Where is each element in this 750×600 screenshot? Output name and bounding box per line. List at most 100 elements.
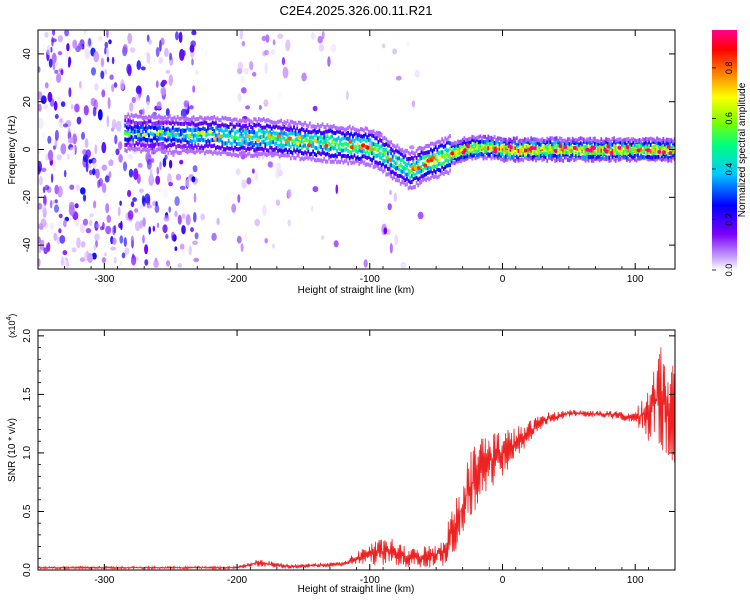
ridge-cell: [402, 169, 405, 174]
ridge-cell: [240, 134, 243, 139]
ridge-cell: [425, 159, 427, 164]
ridge-cell: [387, 154, 389, 159]
ridge-cell: [428, 165, 431, 170]
ridge-cell: [237, 153, 240, 158]
ridge-cell: [156, 147, 158, 152]
ridge-cell: [528, 139, 531, 144]
ridge-cell: [269, 119, 271, 124]
ridge-cell: [447, 135, 450, 140]
ridge-cell: [524, 155, 526, 160]
noise-cell: [115, 120, 122, 132]
ridge-cell: [399, 151, 402, 156]
ridge-cell: [527, 147, 529, 152]
ridge-cell: [402, 150, 405, 155]
ridge-cell: [301, 151, 303, 156]
ridge-cell: [269, 145, 271, 150]
y-tick-label: 20: [22, 96, 33, 108]
ridge-cell: [232, 147, 235, 152]
ridge-cell: [522, 147, 525, 152]
ridge-cell: [137, 137, 139, 142]
ridge-cell: [597, 147, 599, 152]
ridge-cell: [449, 146, 451, 151]
noise-cell: [127, 210, 134, 220]
ridge-cell: [195, 117, 198, 121]
ridge-cell: [398, 156, 400, 161]
ridge-cell: [617, 139, 620, 144]
ridge-cell: [152, 147, 155, 152]
noise-cell: [216, 217, 220, 225]
ridge-hotspot: [662, 150, 667, 155]
noise-cell: [106, 30, 109, 39]
colorbar-tick-label: 0.6: [724, 112, 734, 125]
ridge-cell: [404, 182, 407, 187]
ridge-cell: [207, 138, 209, 143]
ridge-cell: [288, 131, 291, 136]
ridge-cell: [479, 134, 482, 139]
ridge-cell: [291, 131, 294, 136]
ridge-cell: [645, 144, 647, 149]
ridge-cell: [517, 148, 520, 153]
ridge-cell: [281, 143, 284, 148]
ridge-cell: [665, 141, 668, 146]
ridge-cell: [645, 136, 647, 141]
ridge-cell: [474, 156, 477, 161]
noise-cell: [127, 189, 132, 198]
noise-cell: [236, 235, 242, 244]
ridge-cell: [485, 151, 488, 156]
ridge-cell: [149, 131, 152, 136]
ridge-cell: [210, 144, 213, 149]
noise-cell: [89, 219, 93, 227]
ridge-cell: [137, 129, 139, 134]
ridge-cell: [331, 153, 334, 158]
ridge-cell: [336, 148, 338, 153]
ridge-cell: [438, 162, 440, 167]
ridge-cell: [667, 142, 670, 147]
ridge-cell: [651, 137, 654, 142]
ridge-cell: [426, 153, 429, 158]
spectrogram-x-label: Height of straight line (km): [298, 285, 415, 296]
noise-cell: [68, 204, 75, 216]
ridge-cell: [508, 141, 510, 146]
ridge-cell: [433, 159, 435, 164]
ridge-cell: [645, 147, 647, 152]
ridge-cell: [194, 123, 197, 128]
noise-cell: [38, 236, 41, 244]
ridge-cell: [379, 151, 381, 156]
ridge-cell: [274, 151, 276, 156]
ridge-cell: [138, 121, 141, 126]
noise-cell: [167, 173, 172, 184]
ridge-cell: [352, 125, 354, 130]
ridge-cell: [152, 132, 155, 137]
ridge-cell: [476, 145, 478, 150]
ridge-hotspot: [431, 155, 436, 160]
ridge-cell: [487, 138, 490, 143]
ridge-cell: [587, 137, 590, 142]
ridge-cell: [132, 137, 134, 142]
noise-cell: [83, 30, 88, 36]
ridge-cell: [207, 115, 209, 120]
ridge-cell: [452, 160, 455, 165]
ridge-cell: [227, 146, 230, 151]
ridge-cell: [557, 138, 560, 143]
ridge-cell: [414, 173, 416, 177]
ridge-cell: [401, 165, 404, 170]
noise-cell: [66, 153, 71, 160]
ridge-cell: [442, 161, 445, 166]
ridge-cell: [377, 143, 380, 148]
ridge-cell: [361, 134, 364, 139]
noise-cell: [122, 44, 128, 54]
ridge-cell: [353, 153, 356, 158]
ridge-cell: [313, 152, 316, 156]
ridge-cell: [205, 116, 208, 121]
ridge-cell: [549, 153, 552, 158]
ridge-cell: [573, 158, 576, 163]
noise-cell: [67, 127, 71, 140]
ridge-cell: [356, 150, 359, 155]
ridge-cell: [444, 136, 447, 141]
noise-cell: [175, 31, 179, 41]
ridge-cell: [457, 146, 459, 151]
ridge-cell: [331, 134, 334, 139]
ridge-cell: [334, 137, 337, 142]
x-tick-label: 0: [500, 274, 506, 285]
ridge-cell: [578, 155, 580, 160]
